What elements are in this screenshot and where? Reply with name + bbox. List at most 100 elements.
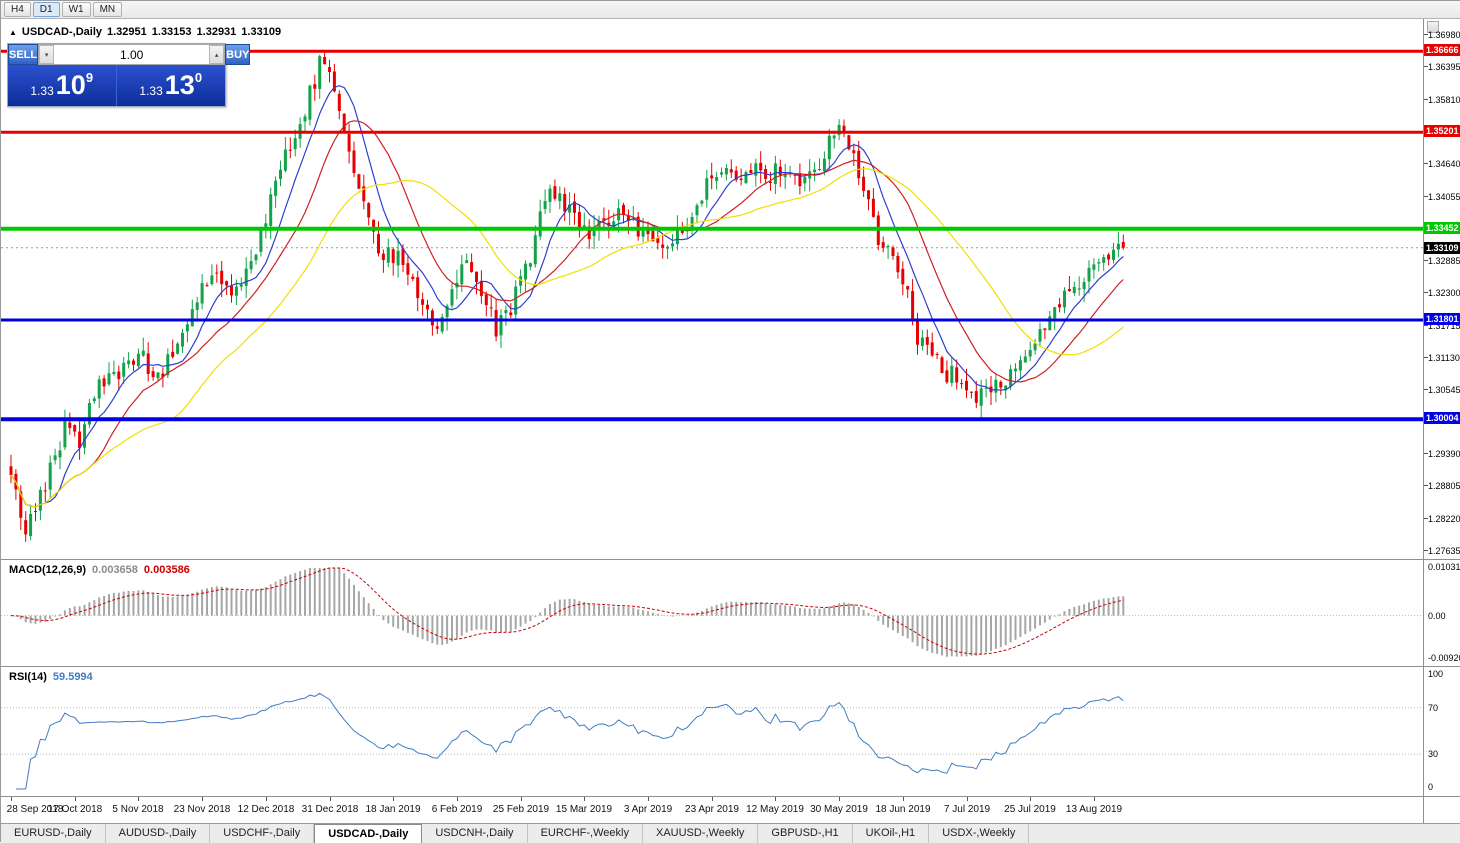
chart-ohlc-header: ▲ USDCAD-,Daily 1.32951 1.33153 1.32931 1.331… xyxy=(9,26,286,38)
date-tick-mark xyxy=(775,797,776,801)
sell-price-pips: 10 xyxy=(55,70,86,100)
macd-panel[interactable]: MACD(12,26,9) 0.003658 0.003586 xyxy=(1,560,1423,666)
volume-control: ▾ ▴ xyxy=(38,44,226,65)
tab-usdcad-daily[interactable]: USDCAD-,Daily xyxy=(314,824,423,843)
buy-price-pips: 13 xyxy=(164,70,195,100)
price-tick-label: 1.28805 xyxy=(1428,481,1460,491)
rsi-label: RSI(14) 59.5994 xyxy=(9,671,93,683)
tab-usdcnh-daily[interactable]: USDCNH-,Daily xyxy=(422,824,528,843)
price-axis[interactable]: 1.36980 1.36395 1.35810 1.34640 1.34055 1.328… xyxy=(1424,19,1460,559)
date-tick-label: 23 Nov 2018 xyxy=(173,804,231,815)
price-tick-label: 1.36395 xyxy=(1428,62,1460,72)
price-tick-mark xyxy=(1424,389,1428,390)
date-tick-label: 3 Apr 2019 xyxy=(623,804,673,815)
buy-button[interactable]: BUY xyxy=(225,44,251,65)
date-tick-label: 30 May 2019 xyxy=(810,804,868,815)
price-tick-mark xyxy=(1424,99,1428,100)
macd-tick-label: 0.00 xyxy=(1428,611,1446,621)
date-tick-mark xyxy=(266,797,267,801)
price-tick-mark xyxy=(1424,485,1428,486)
date-tick-mark xyxy=(330,797,331,801)
panel-divider[interactable] xyxy=(1,796,1460,797)
axis-corner-button[interactable] xyxy=(1427,21,1439,33)
tab-ukoil-h1[interactable]: UKOil-,H1 xyxy=(853,824,930,843)
axis-border xyxy=(1423,19,1424,823)
price-tick-mark xyxy=(1424,550,1428,551)
tab-gbpusd-h1[interactable]: GBPUSD-,H1 xyxy=(758,824,853,843)
tab-xauusd-weekly[interactable]: XAUUSD-,Weekly xyxy=(643,824,759,843)
rsi-tick-label: 70 xyxy=(1428,703,1439,713)
level-price-label: 1.35201 xyxy=(1424,125,1460,137)
rsi-tick-label: 30 xyxy=(1428,749,1439,759)
tab-eurchf-weekly[interactable]: EURCHF-,Weekly xyxy=(528,824,643,843)
tab-usdchf-daily[interactable]: USDCHF-,Daily xyxy=(210,824,315,843)
price-tick-mark xyxy=(1424,357,1428,358)
date-tick-label: 23 Apr 2019 xyxy=(685,804,739,815)
macd-signal-value: 0.003586 xyxy=(143,564,190,576)
panel-divider[interactable] xyxy=(1,559,1460,560)
date-tick-label: 28 Sep 2018 xyxy=(6,804,64,815)
macd-label: MACD(12,26,9) 0.003658 0.003586 xyxy=(9,564,190,576)
sell-price-main: 1.33 xyxy=(30,84,54,98)
date-tick-label: 12 Dec 2018 xyxy=(237,804,295,815)
macd-name: MACD(12,26,9) xyxy=(9,564,87,576)
rsi-tick-label: 0 xyxy=(1428,782,1434,792)
level-price-label: 1.33452 xyxy=(1424,222,1460,234)
date-tick-mark xyxy=(967,797,968,801)
ohlc-close: 1.33109 xyxy=(241,26,282,38)
price-tick-label: 1.36980 xyxy=(1428,30,1460,40)
price-tick-mark xyxy=(1424,260,1428,261)
timeframe-button-h4[interactable]: H4 xyxy=(4,2,31,17)
macd-chart[interactable] xyxy=(1,560,1423,666)
date-tick-label: 5 Nov 2018 xyxy=(112,804,164,815)
date-tick-label: 18 Jun 2019 xyxy=(875,804,931,815)
date-tick-label: 13 Aug 2019 xyxy=(1065,804,1123,815)
price-tick-mark xyxy=(1424,66,1428,67)
rsi-tick-label: 100 xyxy=(1428,669,1444,679)
price-tick-mark xyxy=(1424,518,1428,519)
macd-tick-label: 0.010311 xyxy=(1428,562,1460,572)
buy-price-pipette: 0 xyxy=(194,70,203,85)
level-price-label: 1.30004 xyxy=(1424,412,1460,424)
date-tick-label: 6 Feb 2019 xyxy=(431,804,483,815)
rsi-chart[interactable] xyxy=(1,667,1423,796)
panel-divider[interactable] xyxy=(1,666,1460,667)
tab-audusd-daily[interactable]: AUDUSD-,Daily xyxy=(106,824,211,843)
price-tick-mark xyxy=(1424,196,1428,197)
rsi-panel[interactable]: RSI(14) 59.5994 xyxy=(1,667,1423,796)
current-price-label: 1.33109 xyxy=(1424,242,1460,254)
date-tick-mark xyxy=(1030,797,1031,801)
buy-price-display[interactable]: 1.33 13 0 xyxy=(116,65,225,106)
buy-price-main: 1.33 xyxy=(139,84,163,98)
volume-decrease-button[interactable]: ▾ xyxy=(39,45,55,64)
price-tick-label: 1.31130 xyxy=(1428,353,1460,363)
price-tick-label: 1.32885 xyxy=(1428,256,1460,266)
sell-price-pipette: 9 xyxy=(85,70,94,85)
timeframe-button-mn[interactable]: MN xyxy=(92,2,123,17)
volume-increase-button[interactable]: ▴ xyxy=(209,45,225,64)
price-tick-mark xyxy=(1424,163,1428,164)
chart-tabs-bar: EURUSD-,Daily AUDUSD-,Daily USDCHF-,Daily U… xyxy=(1,823,1460,843)
price-tick-label: 1.30545 xyxy=(1428,385,1460,395)
date-tick-mark xyxy=(202,797,203,801)
date-tick-mark xyxy=(393,797,394,801)
timeframe-toolbar: H4 D1 W1 MN xyxy=(1,1,1460,19)
level-price-label: 1.31801 xyxy=(1424,313,1460,325)
date-tick-label: 25 Feb 2019 xyxy=(492,804,550,815)
ohlc-low: 1.32931 xyxy=(196,26,237,38)
sell-price-display[interactable]: 1.33 10 9 xyxy=(8,65,117,106)
tab-eurusd-daily[interactable]: EURUSD-,Daily xyxy=(1,824,106,843)
price-tick-label: 1.34055 xyxy=(1428,192,1460,202)
tab-usdx-weekly[interactable]: USDX-,Weekly xyxy=(929,824,1030,843)
price-tick-label: 1.28220 xyxy=(1428,514,1460,524)
timeframe-button-d1[interactable]: D1 xyxy=(32,2,60,17)
date-tick-mark xyxy=(648,797,649,801)
price-tick-label: 1.31715 xyxy=(1428,321,1460,331)
level-price-label: 1.36666 xyxy=(1424,44,1460,56)
volume-input[interactable] xyxy=(54,45,210,64)
timeframe-button-w1[interactable]: W1 xyxy=(61,2,91,17)
sell-button[interactable]: SELL xyxy=(8,44,39,65)
time-axis[interactable]: 28 Sep 2018 17 Oct 2018 5 Nov 2018 23 Nov 2… xyxy=(1,797,1460,823)
price-chart-panel[interactable]: ▲ USDCAD-,Daily 1.32951 1.33153 1.32931 1.331… xyxy=(1,19,1423,559)
